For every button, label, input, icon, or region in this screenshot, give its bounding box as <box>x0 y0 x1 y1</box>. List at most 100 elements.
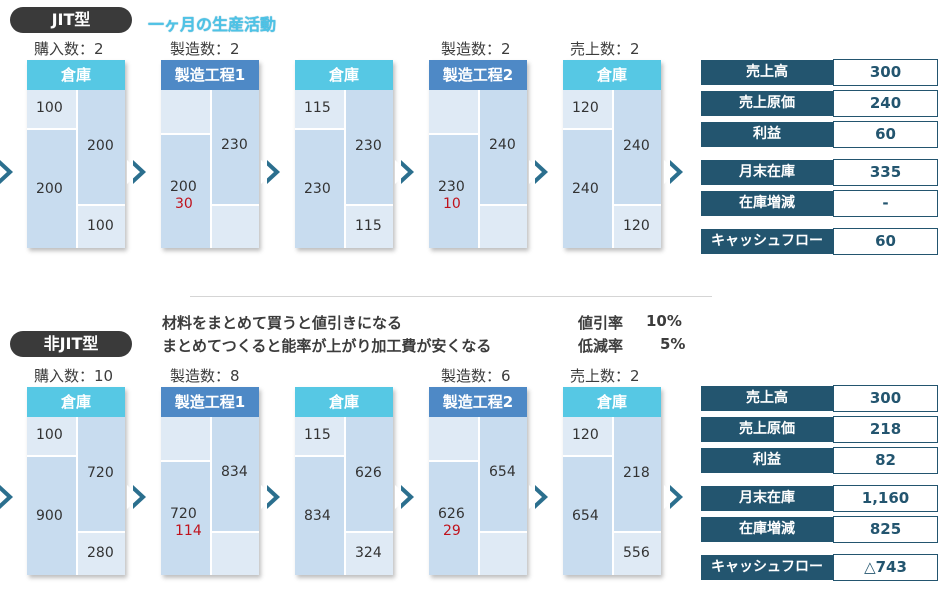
financial-value: 60 <box>833 228 938 255</box>
process-header: 製造工程2 <box>429 387 527 417</box>
beginning-stock-cell: 100 <box>27 90 76 128</box>
jit-box-2: 製造工程1 200 30 230 <box>161 60 259 248</box>
financial-label: 売上高 <box>701 60 833 85</box>
financial-label: キャッシュフロー <box>701 555 833 580</box>
outflow-cell: 720 <box>76 417 125 531</box>
process-header: 製造工程1 <box>161 387 259 417</box>
warehouse-header: 倉庫 <box>295 60 393 90</box>
nonjit-note-1: 材料をまとめて買うと値引きになる <box>162 314 403 332</box>
output-cost-value: 654 <box>489 464 516 480</box>
outflow-cell: 200 <box>76 90 125 204</box>
outflow-value: 626 <box>355 465 382 481</box>
beginning-stock-value: 120 <box>572 100 599 116</box>
financial-label: 売上原価 <box>701 417 833 442</box>
ending-stock-value: 280 <box>87 545 114 561</box>
financial-label: キャッシュフロー <box>701 229 833 254</box>
output-cost-cell: 834 <box>210 417 259 531</box>
financial-value: 335 <box>833 159 938 186</box>
nonjit-box-1: 倉庫 100 900 720 280 <box>27 387 125 575</box>
chevron-right-icon-inner <box>664 160 677 184</box>
financial-value: 60 <box>833 121 938 148</box>
inflow-cell: 900 <box>27 455 76 575</box>
discount-rate-label: 値引率 <box>578 314 624 332</box>
inflow-value: 900 <box>36 508 63 524</box>
inflow-value: 654 <box>572 508 599 524</box>
financial-value: 82 <box>833 447 938 474</box>
nonjit-box-4: 製造工程2 626 29 654 <box>429 387 527 575</box>
ending-stock-value: 100 <box>87 218 114 234</box>
chevron-right-icon-inner <box>0 485 7 509</box>
beginning-stock-cell: 115 <box>295 90 344 128</box>
beginning-stock-cell: 120 <box>563 417 612 455</box>
ending-stock-cell: 324 <box>344 531 393 575</box>
financial-label: 売上高 <box>701 386 833 411</box>
beginning-stock-value: 115 <box>304 100 331 116</box>
inflow-value: 230 <box>304 181 331 197</box>
warehouse-header: 倉庫 <box>27 60 125 90</box>
ending-stock-value: 115 <box>355 218 382 234</box>
input-cost-value: 230 <box>438 178 465 195</box>
output-cost-cell: 240 <box>478 90 527 204</box>
output-cost-value: 230 <box>221 137 248 153</box>
nonjit-note-2: まとめてつくると能率が上がり加工費が安くなる <box>162 337 492 355</box>
process-header: 製造工程1 <box>161 60 259 90</box>
output-cost-cell: 654 <box>478 417 527 531</box>
beginning-stock-value: 115 <box>304 427 331 443</box>
chevron-right-icon-inner <box>0 160 7 184</box>
chevron-right-icon-inner <box>261 485 274 509</box>
jit-box-3: 倉庫 115 230 230 115 <box>295 60 393 248</box>
processing-cost-value: 10 <box>443 195 461 212</box>
ending-stock-value: 324 <box>355 545 382 561</box>
financial-label: 売上原価 <box>701 91 833 116</box>
nonjit-box-5: 倉庫 120 654 218 556 <box>563 387 661 575</box>
warehouse-header: 倉庫 <box>563 387 661 417</box>
chevron-right-icon-inner <box>395 485 408 509</box>
nonjit-box-2: 製造工程1 720 114 834 <box>161 387 259 575</box>
outflow-cell: 240 <box>612 90 661 204</box>
outflow-cell: 230 <box>344 90 393 204</box>
outflow-cell: 218 <box>612 417 661 531</box>
nonjit-caption-4: 売上数：2 <box>570 367 640 385</box>
input-cost-cell: 626 29 <box>429 460 478 575</box>
ending-stock-value: 556 <box>623 545 650 561</box>
ending-stock-value: 120 <box>623 218 650 234</box>
outflow-value: 200 <box>87 138 114 154</box>
ending-stock-cell: 556 <box>612 531 661 575</box>
chevron-right-icon-inner <box>664 485 677 509</box>
jit-caption-4: 売上数：2 <box>570 40 640 58</box>
financial-value: - <box>833 190 938 217</box>
process-blank-cell <box>429 417 478 460</box>
financial-value: 825 <box>833 516 938 543</box>
process-blank-cell <box>429 90 478 133</box>
nonjit-caption-3: 製造数：6 <box>441 367 511 385</box>
nonjit-caption-2: 製造数：8 <box>170 367 240 385</box>
inflow-cell: 240 <box>563 128 612 248</box>
input-cost-value: 626 <box>438 505 465 522</box>
financial-value: 218 <box>833 416 938 443</box>
section-divider <box>190 296 712 297</box>
financial-label: 在庫増減 <box>701 517 833 542</box>
ending-stock-cell: 115 <box>344 204 393 248</box>
inflow-cell: 230 <box>295 128 344 248</box>
outflow-value: 720 <box>87 465 114 481</box>
reduction-rate-label: 低減率 <box>578 337 624 355</box>
reduction-rate-value: 5% <box>660 335 686 353</box>
beginning-stock-cell: 100 <box>27 417 76 455</box>
process-blank-cell <box>210 204 259 248</box>
nonjit-box-3: 倉庫 115 834 626 324 <box>295 387 393 575</box>
input-cost-cell: 230 10 <box>429 133 478 248</box>
jit-box-5: 倉庫 120 240 240 120 <box>563 60 661 248</box>
input-cost-value: 720 <box>170 505 197 522</box>
financial-value: 240 <box>833 90 938 117</box>
output-cost-cell: 230 <box>210 90 259 204</box>
process-blank-cell <box>210 531 259 575</box>
warehouse-header: 倉庫 <box>27 387 125 417</box>
processing-cost-value: 29 <box>443 522 461 539</box>
process-blank-cell <box>161 417 210 460</box>
inflow-value: 834 <box>304 508 331 524</box>
nonjit-caption-1: 購入数：10 <box>34 367 114 385</box>
jit-caption-3: 製造数：2 <box>441 40 511 58</box>
input-cost-cell: 720 114 <box>161 460 210 575</box>
financial-label: 利益 <box>701 448 833 473</box>
input-cost-cell: 200 30 <box>161 133 210 248</box>
